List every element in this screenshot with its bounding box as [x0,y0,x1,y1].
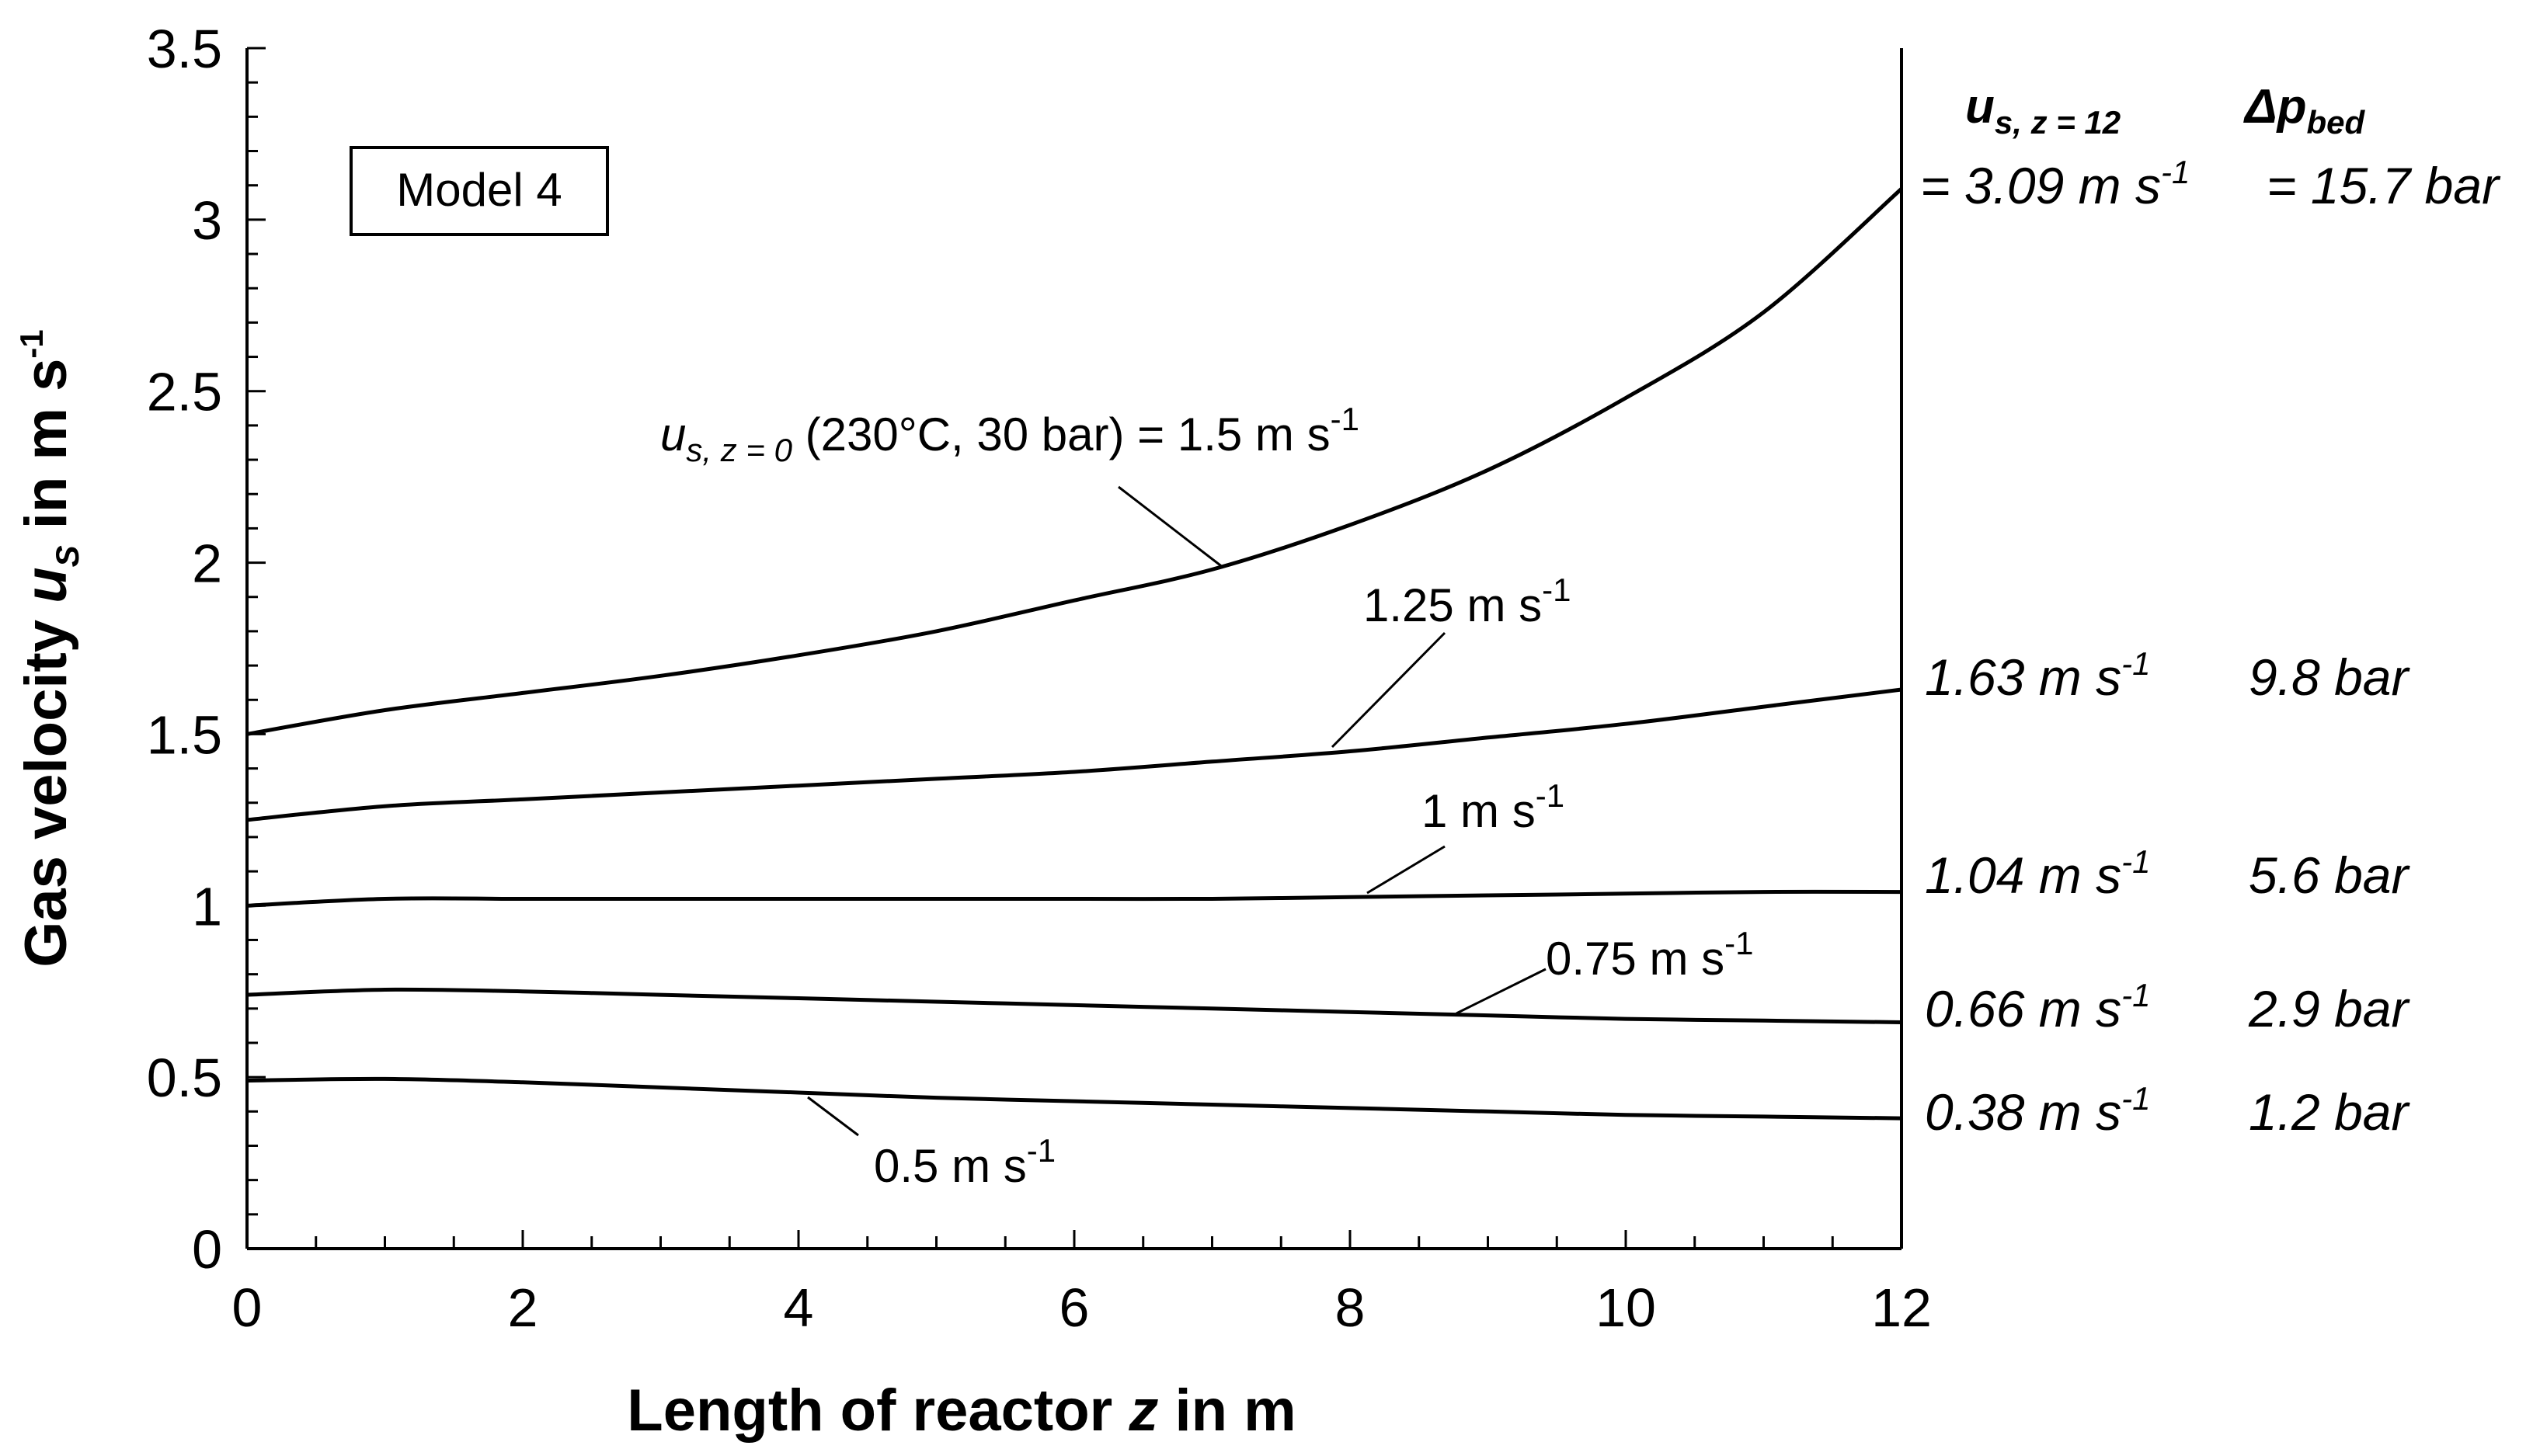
x-tick-label: 0 [232,1277,263,1338]
curve-label-leader [1366,845,1446,895]
right-velocity-value: 0.38 m s-1 [1925,1080,2150,1141]
right-pressure-value: 2.9 bar [2248,980,2410,1037]
y-tick-label: 0.5 [147,1048,222,1108]
series-line-3 [246,889,1902,908]
curve-label: us, z = 0 (230°C, 30 bar) = 1.5 m s-1 [660,401,1359,468]
y-axis-title: Gas velocity uS in m s-1 [13,329,85,967]
right-pressure-value: = 15.7 bar [2267,157,2501,214]
axes: 0 2 4 6 8 10 12 0 0.5 1 1.5 2 2.5 3 3.5 Length of react… [13,19,1932,1444]
annotations: us, z = 0 (230°C, 30 bar) = 1.5 m s-1 1.2… [660,80,2501,1192]
y-tick-label: 3 [192,190,222,251]
right-pressure-value: 9.8 bar [2249,648,2410,706]
y-tick-label: 2 [192,533,222,594]
x-tick-label: 2 [508,1277,538,1338]
x-tick-label: 8 [1335,1277,1366,1338]
right-pressure-value: 1.2 bar [2249,1083,2410,1141]
right-header-velocity: us, z = 12 [1965,80,2121,141]
curve-label: 0.75 m s-1 [1546,925,1753,985]
model-box: Model 4 [350,146,609,236]
series-lines [246,187,1903,1121]
y-tick-label: 3.5 [147,19,222,79]
right-velocity-value: 1.63 m s-1 [1925,645,2150,706]
curve-label: 1 m s-1 [1421,777,1564,837]
right-velocity-value: 0.66 m s-1 [1925,977,2150,1037]
curve-label-leader [807,1096,859,1137]
curve-label: 1.25 m s-1 [1363,572,1571,631]
x-axis-title: Length of reactor z in m [627,1378,1296,1444]
curve-label-leader [1456,968,1547,1015]
right-header-pressure: Δpbed [2243,80,2366,141]
y-tick-label: 1 [192,876,222,936]
series-line-2 [246,687,1902,822]
x-tick-label: 6 [1059,1277,1090,1338]
x-tick-label: 12 [1871,1277,1932,1338]
x-tick-label: 10 [1595,1277,1656,1338]
series-line-1 [246,187,1903,736]
curve-label-leader [1331,631,1446,749]
series-line-5 [246,1076,1902,1121]
curve-label: 0.5 m s-1 [874,1132,1056,1192]
series-line-4 [246,987,1902,1024]
right-velocity-value: 1.04 m s-1 [1925,843,2150,904]
curve-label-leader [1118,485,1224,569]
right-pressure-value: 5.6 bar [2249,846,2410,904]
right-velocity-value: = 3.09 m s-1 [1920,154,2190,214]
y-tick-label: 0 [192,1219,222,1280]
y-tick-label: 2.5 [147,362,222,422]
y-tick-label: 1.5 [147,704,222,765]
model-box-label: Model 4 [396,164,562,216]
x-tick-label: 4 [784,1277,814,1338]
